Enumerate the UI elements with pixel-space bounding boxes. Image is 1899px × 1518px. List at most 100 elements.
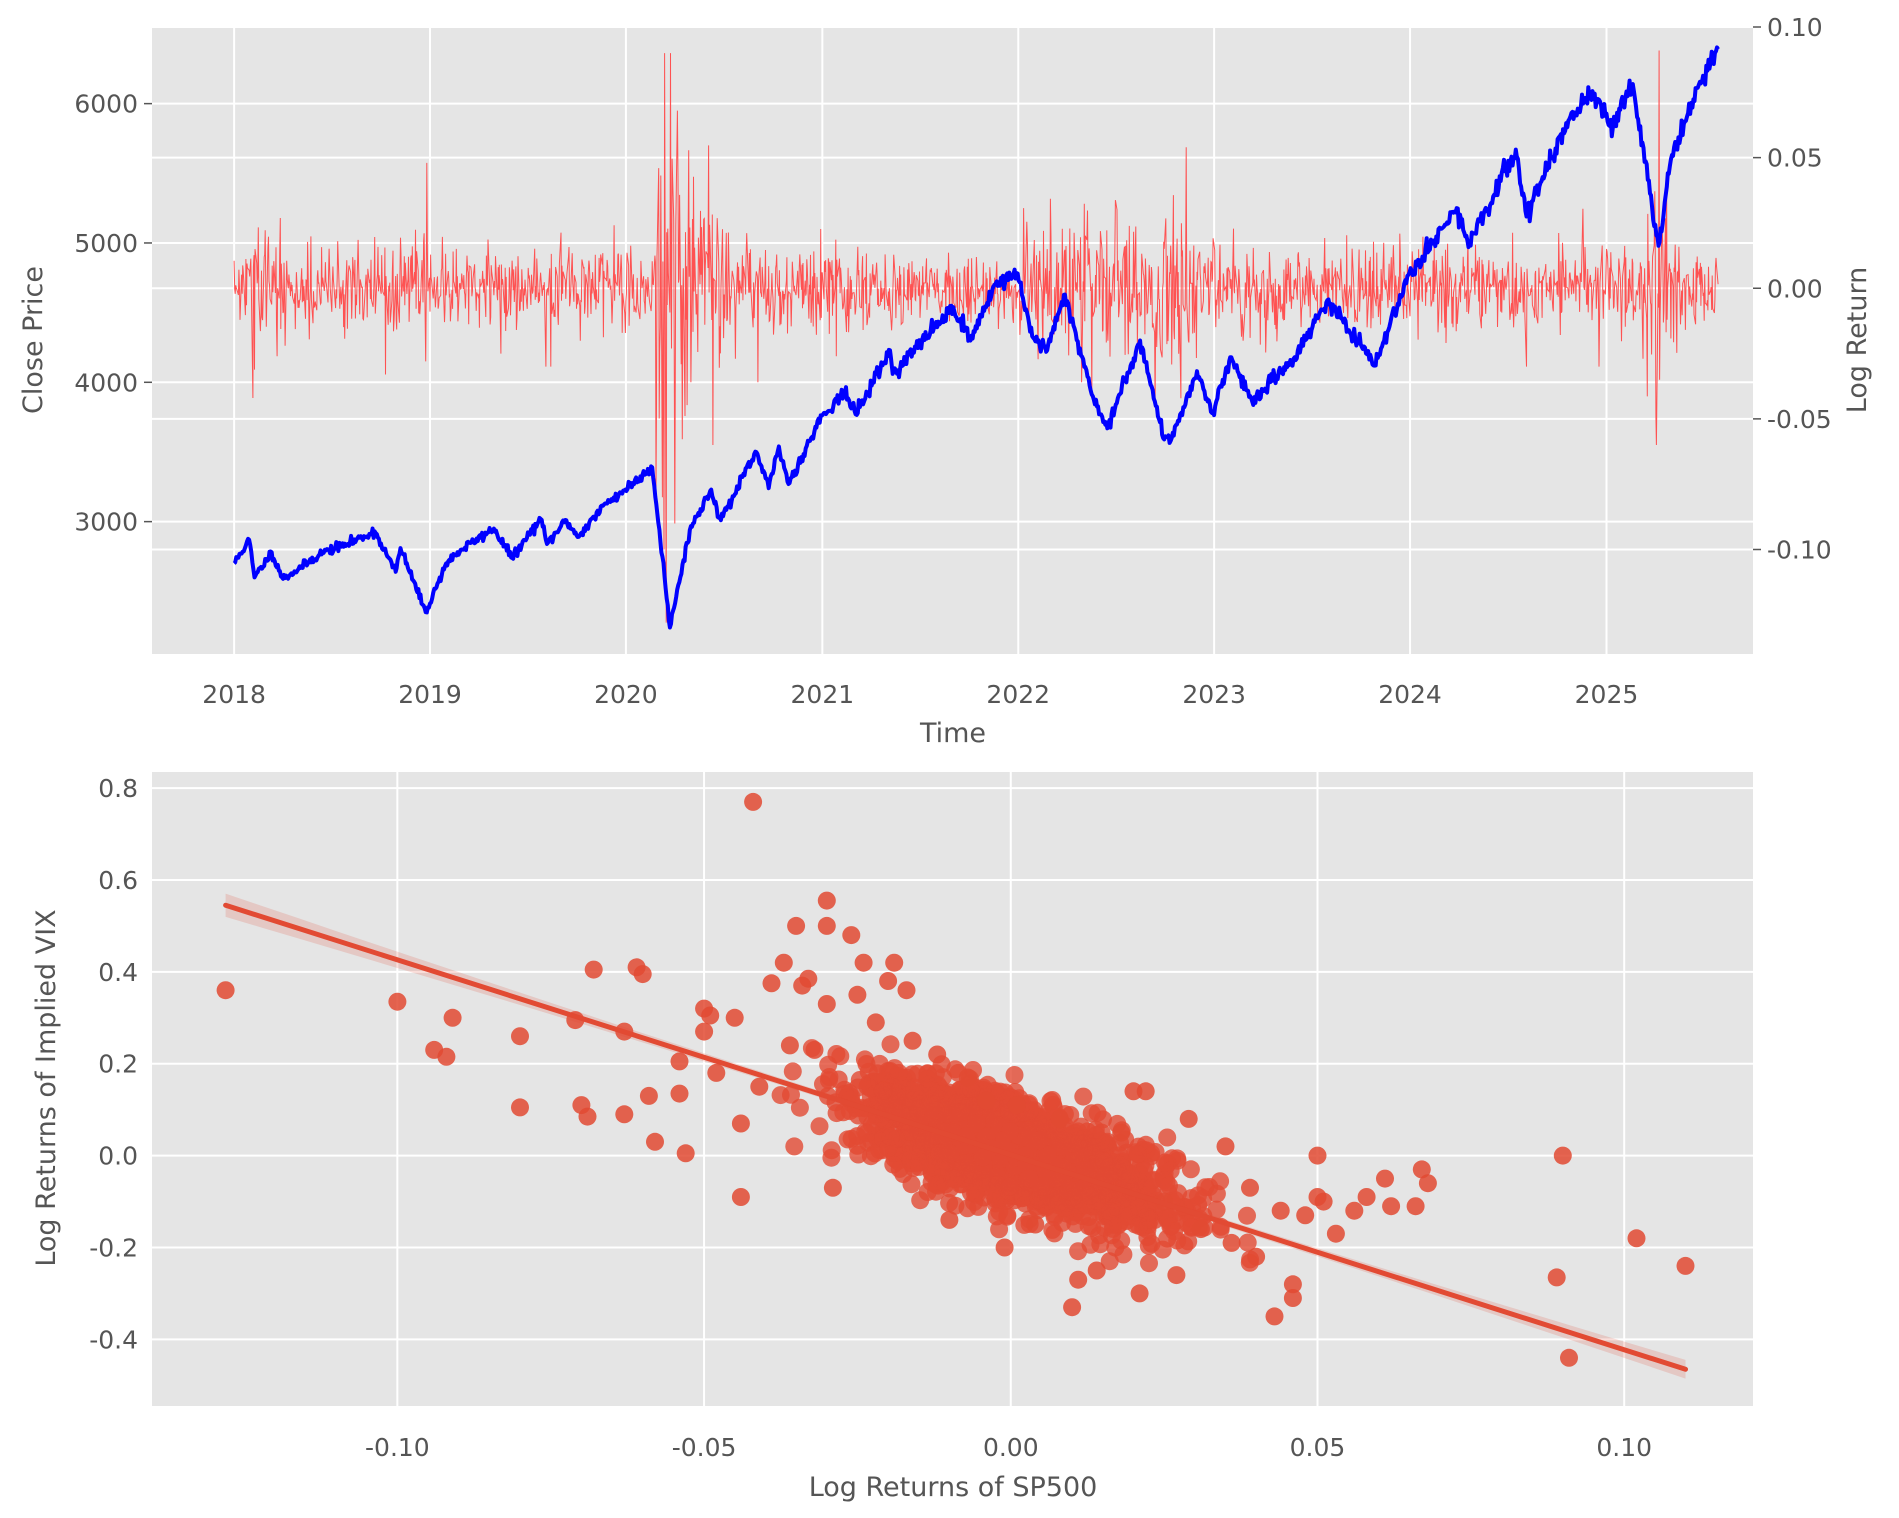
- scatter-cloud-point: [945, 1169, 964, 1188]
- top-x-tick-label: 2022: [986, 680, 1050, 709]
- scatter-cloud-point: [1153, 1240, 1172, 1259]
- scatter-cloud-point: [783, 1062, 802, 1081]
- scatter-point: [903, 1031, 922, 1050]
- scatter-cloud-point: [1140, 1254, 1158, 1273]
- bottom-y-tick-label: 0.8: [98, 774, 138, 803]
- scatter-point: [885, 953, 904, 972]
- bottom-x-tick-label: 0.10: [1596, 1433, 1652, 1462]
- scatter-point: [823, 1178, 842, 1197]
- scatter-cloud-point: [1041, 1092, 1060, 1111]
- scatter-point: [1241, 1178, 1259, 1197]
- close-price-tick-labels: 3000 4000 5000 6000: [74, 90, 138, 537]
- bottom-y-tick-label: 0.4: [98, 958, 138, 987]
- scatter-point: [1560, 1348, 1578, 1367]
- scatter-cloud-point: [964, 1172, 983, 1191]
- scatter-point: [1265, 1307, 1284, 1326]
- scatter-point: [817, 891, 836, 910]
- scatter-cloud-point: [1063, 1134, 1082, 1153]
- scatter-cloud-point: [1029, 1131, 1048, 1150]
- scatter-cloud-point: [1000, 1177, 1019, 1196]
- scatter-cloud-point: [831, 1047, 850, 1066]
- scatter-cloud-point: [827, 1104, 846, 1123]
- regression-line: [223, 902, 1689, 1372]
- scatter-point: [817, 916, 836, 935]
- close-price-tick-label: 6000: [74, 90, 138, 119]
- scatter-point: [707, 1063, 726, 1082]
- scatter-cloud-point: [910, 1157, 929, 1176]
- scatter-point: [639, 1086, 658, 1105]
- scatter-cloud-point: [900, 1122, 919, 1141]
- scatter-point: [1553, 1146, 1572, 1165]
- log-return-tick-label: -0.10: [1767, 536, 1832, 565]
- scatter-cloud-point: [858, 1124, 877, 1142]
- scatter-point: [1130, 1284, 1149, 1303]
- top-x-tick-label: 2025: [1575, 680, 1639, 709]
- scatter-cloud-point: [1128, 1145, 1147, 1163]
- scatter-point: [1026, 1215, 1045, 1234]
- scatter-cloud-point: [1175, 1236, 1194, 1255]
- scatter-cloud-point: [1160, 1176, 1178, 1195]
- close-price-axis-label: Close Price: [18, 266, 49, 414]
- scatter-cloud-point: [1005, 1066, 1024, 1084]
- scatter-point: [817, 995, 836, 1013]
- scatter-cloud-point: [873, 1082, 892, 1100]
- scatter-cloud-point: [1139, 1236, 1158, 1255]
- log-return-axis-label: Log Return: [1842, 267, 1873, 413]
- scatter-point: [701, 1006, 720, 1025]
- bottom-x-tick-label: -0.05: [672, 1433, 737, 1462]
- scatter-cloud-point: [987, 1207, 1006, 1226]
- scatter-point: [1382, 1197, 1401, 1216]
- scatter-point: [615, 1105, 634, 1124]
- bottom-y-tick-label: 0.2: [98, 1050, 138, 1079]
- scatter-cloud-point: [782, 1085, 800, 1104]
- scatter-cloud-point: [810, 1117, 829, 1136]
- scatter-point: [799, 969, 818, 988]
- scatter-cloud-point: [1130, 1216, 1148, 1235]
- bottom-y-tick-label: -0.2: [89, 1234, 138, 1263]
- scatter-point: [670, 1052, 689, 1071]
- scatter-point: [977, 1091, 996, 1110]
- bottom-x-tick-label: 0.00: [983, 1433, 1039, 1462]
- scatter-cloud-point: [903, 1091, 922, 1110]
- scatter-cloud-point: [926, 1064, 945, 1083]
- scatter-point: [1296, 1206, 1315, 1225]
- scatter-cloud-point: [991, 1082, 1010, 1101]
- scatter-cloud-point: [1207, 1184, 1226, 1203]
- scatter-cloud-point: [1106, 1238, 1125, 1257]
- log-return-tick-label: -0.05: [1767, 405, 1832, 434]
- scatter-point: [897, 981, 916, 1000]
- scatter-point: [780, 1036, 799, 1055]
- top-x-tick-labels: 2018 2019 2020 2021 2022 2023 2024 2025: [202, 680, 1638, 709]
- scatter-point: [774, 953, 793, 972]
- scatter-point: [633, 965, 652, 984]
- scatter-point: [725, 1008, 744, 1027]
- scatter-point: [928, 1045, 947, 1064]
- bottom-y-tick-label: 0.0: [98, 1142, 138, 1171]
- scatter-point: [1222, 1233, 1241, 1252]
- scatter-point: [676, 1144, 695, 1163]
- scatter-point: [1283, 1289, 1302, 1307]
- scatter-cloud-point: [927, 1175, 946, 1194]
- scatter-point: [854, 953, 873, 972]
- scatter-point: [1357, 1188, 1376, 1206]
- scatter-point: [1308, 1146, 1327, 1165]
- bottom-y-tick-label: 0.6: [98, 866, 138, 895]
- scatter-cloud-point: [1082, 1104, 1101, 1123]
- scatter-cloud-point: [1182, 1189, 1201, 1208]
- close-price-tick-label: 4000: [74, 368, 138, 397]
- bottom-y-tick-label: -0.4: [89, 1325, 138, 1354]
- scatter-point: [437, 1047, 456, 1066]
- scatter-cloud-point: [1034, 1111, 1053, 1130]
- close-price-line: [232, 45, 1720, 630]
- scatter-point: [1112, 1123, 1131, 1142]
- scatter-point: [1271, 1201, 1290, 1220]
- scatter-cloud-point: [848, 1136, 867, 1155]
- scatter-point: [511, 1098, 529, 1117]
- log-return-tick-label: 0.00: [1767, 274, 1823, 303]
- bottom-x-tick-labels: -0.10 -0.05 0.00 0.05 0.10: [365, 1433, 1652, 1462]
- top-x-tick-label: 2019: [398, 680, 462, 709]
- close-price-tick-label: 3000: [74, 508, 138, 537]
- scatter-points: [216, 792, 1695, 1367]
- scatter-point: [578, 1107, 597, 1126]
